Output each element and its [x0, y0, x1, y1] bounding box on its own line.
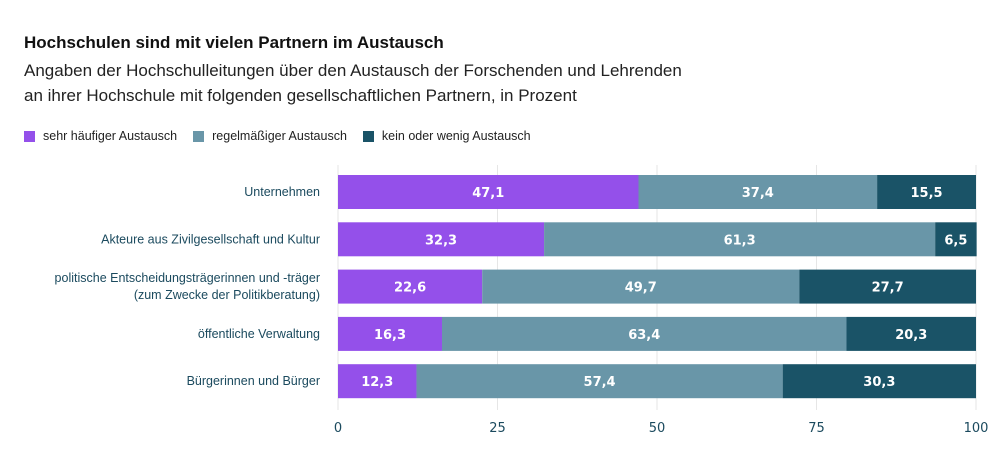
value-label: 32,3: [425, 233, 457, 248]
value-label: 16,3: [374, 328, 406, 343]
value-label: 47,1: [472, 186, 504, 201]
x-tick-label: 25: [489, 421, 506, 436]
category-label: Akteure aus Zivilgesellschaft und Kultur: [101, 232, 320, 246]
chart-subtitle: Angaben der Hochschulleitungen über den …: [24, 58, 784, 108]
legend-item-very-frequent: sehr häufiger Austausch: [24, 129, 177, 143]
bar-segment: [338, 269, 483, 304]
bar-segment: [846, 316, 976, 351]
category-label: Bürgerinnen und Bürger: [187, 374, 320, 388]
legend-item-regular: regelmäßiger Austausch: [193, 129, 347, 143]
bar-segment: [338, 364, 417, 399]
bar-segment: [338, 222, 545, 257]
value-label: 37,4: [742, 186, 774, 201]
x-tick-label: 50: [649, 421, 666, 436]
bar-segment: [338, 175, 639, 209]
legend-swatch-little: [362, 130, 374, 142]
bar-segment: [782, 364, 976, 399]
legend-swatch-very-frequent: [24, 130, 35, 142]
value-label: 12,3: [361, 375, 393, 390]
bar-segment: [338, 316, 442, 351]
legend-label: kein oder wenig Austausch: [381, 129, 531, 143]
category-label: Unternehmen: [244, 185, 320, 199]
legend-label: regelmäßiger Austausch: [212, 129, 347, 143]
legend-swatch-regular: [193, 130, 205, 142]
value-label: 57,4: [584, 375, 616, 390]
value-label: 20,3: [895, 328, 927, 343]
category-label: politische Entscheidungsträgerinnen und …: [55, 271, 320, 285]
legend-label: sehr häufiger Austausch: [43, 129, 178, 143]
category-label: öffentliche Verwaltung: [198, 327, 320, 341]
x-tick-label: 0: [334, 421, 342, 436]
legend-item-little: kein oder wenig Austausch: [362, 129, 531, 143]
subtitle-line-2: an ihrer Hochschule mit folgenden gesell…: [24, 86, 577, 105]
subtitle-line-1: Angaben der Hochschulleitungen über den …: [24, 61, 682, 80]
value-label: 22,6: [394, 281, 426, 296]
value-label: 6,5: [944, 233, 967, 248]
x-tick-label: 75: [808, 421, 825, 436]
bar-segment: [877, 175, 976, 209]
legend: sehr häufiger Austausch regelmäßiger Aus…: [24, 129, 531, 143]
bar-segment: [441, 316, 847, 351]
bar-segment: [799, 269, 976, 304]
bar-segment: [482, 269, 800, 304]
value-label: 63,4: [628, 328, 660, 343]
value-label: 61,3: [724, 233, 756, 248]
value-label: 27,7: [872, 281, 904, 296]
bar-segment: [935, 222, 977, 257]
bar-segment: [638, 175, 878, 209]
category-label: (zum Zwecke der Politikberatung): [134, 288, 320, 302]
value-label: 49,7: [625, 281, 657, 296]
bar-segment: [544, 222, 936, 257]
bar-segment: [416, 364, 783, 399]
value-label: 30,3: [863, 375, 895, 390]
x-tick-label: 100: [964, 421, 989, 436]
chart-title: Hochschulen sind mit vielen Partnern im …: [24, 33, 444, 52]
value-label: 15,5: [911, 186, 943, 201]
